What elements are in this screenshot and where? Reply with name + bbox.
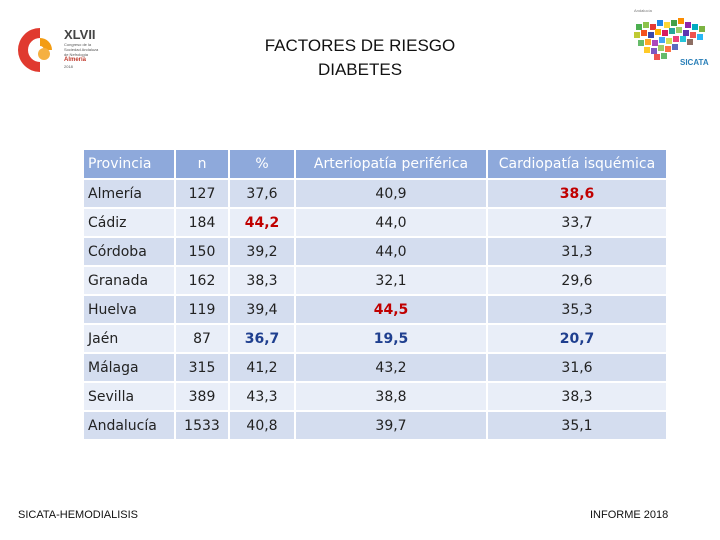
- cell-arteriopatia: 43,2: [296, 354, 488, 383]
- cell-percent: 43,3: [230, 383, 296, 412]
- cell-provincia: Sevilla: [84, 383, 176, 412]
- congress-number: XLVII: [64, 27, 96, 42]
- cell-arteriopatia: 40,9: [296, 180, 488, 209]
- congress-text: XLVII Congreso de la Sociedad Andaluza d…: [64, 27, 99, 70]
- table-row: Córdoba 150 39,2 44,0 31,3: [84, 238, 668, 267]
- cell-cardiopatia: 35,1: [488, 412, 668, 441]
- cell-provincia: Almería: [84, 180, 176, 209]
- column-header-arteriopatia: Arteriopatía periférica: [296, 150, 488, 180]
- cell-cardiopatia: 20,7: [488, 325, 668, 354]
- table-row: Málaga 315 41,2 43,2 31,6: [84, 354, 668, 383]
- congress-date: 2018: [64, 64, 73, 69]
- table-row: Jaén 87 36,7 19,5 20,7: [84, 325, 668, 354]
- cell-provincia: Málaga: [84, 354, 176, 383]
- cell-cardiopatia: 38,3: [488, 383, 668, 412]
- table-row: Granada 162 38,3 32,1 29,6: [84, 267, 668, 296]
- cell-percent: 41,2: [230, 354, 296, 383]
- table-row-total: Andalucía 1533 40,8 39,7 35,1: [84, 412, 668, 441]
- title-line-1: FACTORES DE RIESGO: [264, 36, 456, 55]
- cell-provincia: Cádiz: [84, 209, 176, 238]
- cell-cardiopatia: 35,3: [488, 296, 668, 325]
- cell-n: 87: [176, 325, 230, 354]
- cell-cardiopatia: 29,6: [488, 267, 668, 296]
- cell-percent: 38,3: [230, 267, 296, 296]
- column-header-percent: %: [230, 150, 296, 180]
- cell-provincia: Andalucía: [84, 412, 176, 441]
- congress-line: de Nefrología: [64, 52, 89, 57]
- cell-arteriopatia: 38,8: [296, 383, 488, 412]
- cell-percent: 44,2: [230, 209, 296, 238]
- column-header-n: n: [176, 150, 230, 180]
- table-row: Almería 127 37,6 40,9 38,6: [84, 180, 668, 209]
- risk-factors-table: Provincia n % Arteriopatía periférica Ca…: [84, 150, 668, 441]
- sicata-logo-top-text: Andalucía: [634, 8, 652, 13]
- column-header-provincia: Provincia: [84, 150, 176, 180]
- cell-arteriopatia: 44,0: [296, 238, 488, 267]
- cell-n: 1533: [176, 412, 230, 441]
- cell-arteriopatia: 39,7: [296, 412, 488, 441]
- sicata-logo: Andalucía SICATA: [630, 8, 712, 68]
- cell-cardiopatia: 31,3: [488, 238, 668, 267]
- sicata-logo-name: SICATA: [680, 58, 709, 67]
- cell-percent: 39,2: [230, 238, 296, 267]
- table-row: Cádiz 184 44,2 44,0 33,7: [84, 209, 668, 238]
- cell-n: 162: [176, 267, 230, 296]
- cell-provincia: Huelva: [84, 296, 176, 325]
- cell-n: 127: [176, 180, 230, 209]
- cell-arteriopatia: 44,5: [296, 296, 488, 325]
- table-row: Huelva 119 39,4 44,5 35,3: [84, 296, 668, 325]
- congress-line: Sociedad Andaluza: [64, 47, 99, 52]
- footer-source: SICATA-HEMODIALISIS: [18, 509, 139, 521]
- congress-line: Congreso de la: [64, 42, 92, 47]
- cell-cardiopatia: 38,6: [488, 180, 668, 209]
- congress-city: Almería: [64, 57, 87, 63]
- cell-n: 184: [176, 209, 230, 238]
- cell-cardiopatia: 31,6: [488, 354, 668, 383]
- cell-percent: 36,7: [230, 325, 296, 354]
- congress-emblem-icon: [18, 28, 52, 72]
- cell-n: 119: [176, 296, 230, 325]
- cell-percent: 39,4: [230, 296, 296, 325]
- page-title: FACTORES DE RIESGO DIABETES: [220, 34, 500, 82]
- table-row: Sevilla 389 43,3 38,8 38,3: [84, 383, 668, 412]
- cell-percent: 40,8: [230, 412, 296, 441]
- cell-arteriopatia: 32,1: [296, 267, 488, 296]
- cell-arteriopatia: 19,5: [296, 325, 488, 354]
- cell-arteriopatia: 44,0: [296, 209, 488, 238]
- cell-n: 389: [176, 383, 230, 412]
- cell-n: 315: [176, 354, 230, 383]
- cell-n: 150: [176, 238, 230, 267]
- cell-cardiopatia: 33,7: [488, 209, 668, 238]
- cell-provincia: Córdoba: [84, 238, 176, 267]
- cell-percent: 37,6: [230, 180, 296, 209]
- cell-provincia: Jaén: [84, 325, 176, 354]
- cell-provincia: Granada: [84, 267, 176, 296]
- title-line-2: DIABETES: [317, 60, 403, 79]
- footer-report: INFORME 2018: [590, 509, 669, 521]
- table-header-row: Provincia n % Arteriopatía periférica Ca…: [84, 150, 668, 180]
- andalucia-map-icon: [634, 18, 705, 60]
- column-header-cardiopatia: Cardiopatía isquémica: [488, 150, 668, 180]
- congress-logo: XLVII Congreso de la Sociedad Andaluza d…: [14, 24, 114, 76]
